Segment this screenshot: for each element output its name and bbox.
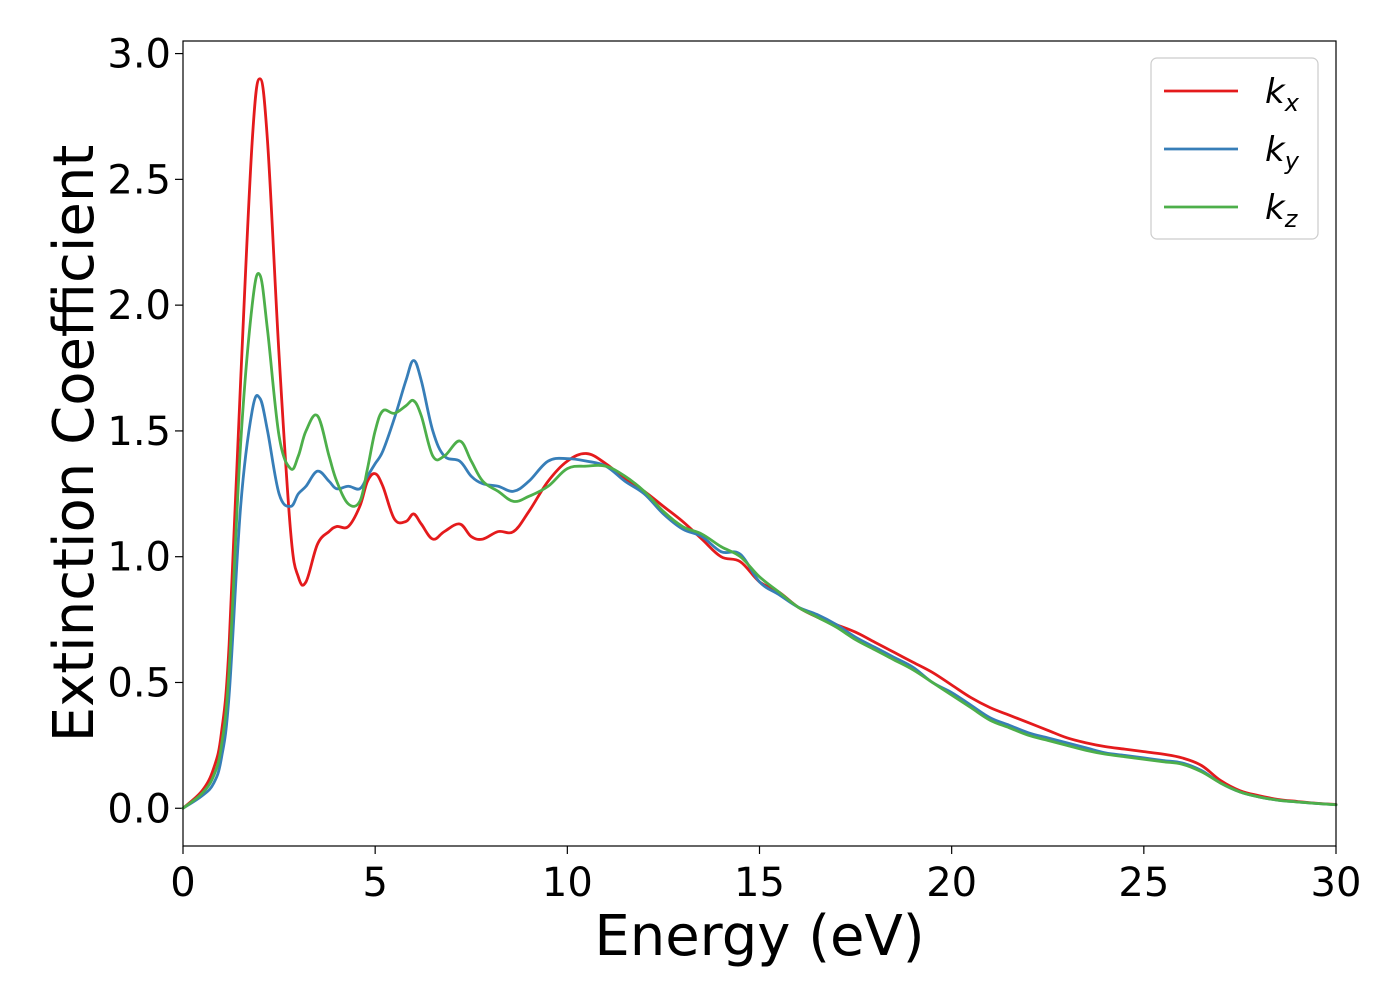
x-tick-label: 5: [362, 860, 387, 906]
x-axis-ticks: 0 5 10 15 20 25 30: [170, 846, 1361, 906]
plot-frame: [182, 40, 1337, 847]
series-line-x: [181, 77, 1338, 810]
x-tick-label: 10: [542, 860, 593, 906]
x-tick-label: 0: [170, 860, 195, 906]
y-tick-label: 2.5: [107, 157, 171, 203]
y-tick-label: 1.0: [107, 535, 171, 581]
series-line-y: [181, 359, 1338, 810]
legend: kx ky kz: [1150, 57, 1319, 240]
y-tick-label: 0.0: [107, 786, 171, 832]
x-tick-label: 15: [734, 860, 785, 906]
x-tick-label: 25: [1118, 860, 1169, 906]
legend-label-y: ky: [1265, 130, 1300, 175]
x-tick-label: 30: [1311, 860, 1362, 906]
legend-label-x: kx: [1265, 72, 1300, 117]
y-axis-ticks: 0.0 0.5 1.0 1.5 2.0 2.5 3.0: [107, 32, 183, 832]
y-tick-label: 2.0: [107, 283, 171, 329]
y-tick-label: 1.5: [107, 409, 171, 455]
plot-lines: [181, 77, 1338, 810]
y-tick-label: 3.0: [107, 32, 171, 78]
x-axis-label: Energy (eV): [594, 904, 924, 969]
legend-label-z: kz: [1265, 188, 1299, 233]
y-tick-label: 0.5: [107, 660, 171, 706]
series-line-z: [181, 272, 1338, 810]
y-axis-label: Extinction Coefficient: [42, 145, 107, 743]
x-tick-label: 20: [926, 860, 977, 906]
